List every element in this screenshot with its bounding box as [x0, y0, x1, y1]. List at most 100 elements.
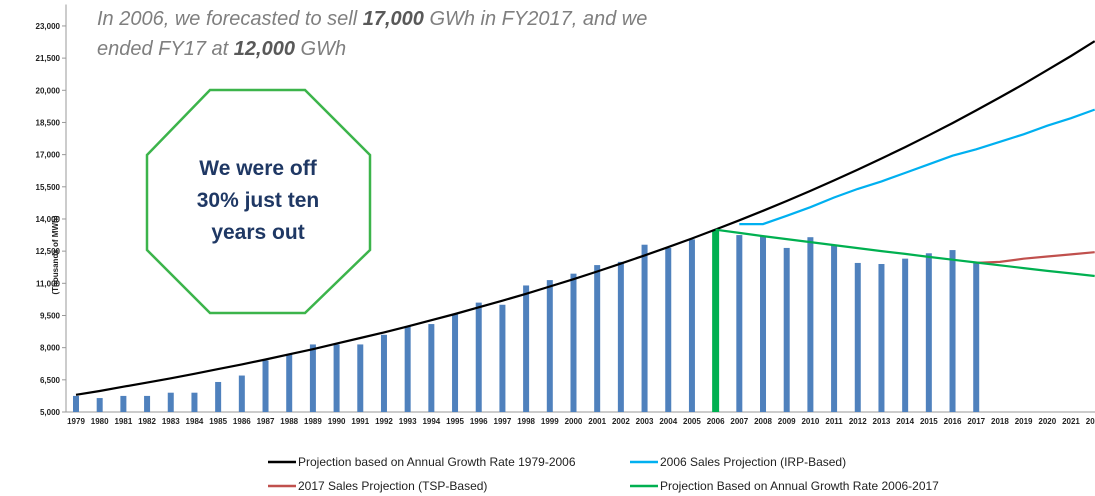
bar: [783, 247, 790, 412]
x-tick-label: 2005: [683, 417, 701, 426]
x-tick-label: 1987: [257, 417, 275, 426]
bar: [688, 239, 695, 412]
bar: [523, 285, 530, 412]
x-tick-label: 2010: [801, 417, 819, 426]
bar: [380, 334, 387, 412]
line-series: [75, 40, 1095, 396]
x-tick-label: 2018: [991, 417, 1009, 426]
x-tick-label: 1993: [399, 417, 417, 426]
x-tick-label: 1997: [494, 417, 512, 426]
x-tick-label: 1984: [186, 417, 204, 426]
x-tick-label: 1996: [470, 417, 488, 426]
y-tick-label: 14,000: [36, 215, 61, 224]
legend-label: 2017 Sales Projection (TSP-Based): [298, 479, 487, 493]
bar: [760, 236, 767, 412]
bar: [238, 375, 245, 412]
bar: [167, 392, 174, 412]
x-tick-label: 2008: [754, 417, 772, 426]
callout-text: years out: [211, 221, 304, 244]
y-tick-label: 8,000: [40, 344, 61, 353]
x-tick-label: 2017: [967, 417, 985, 426]
bar: [404, 326, 411, 412]
bar: [120, 395, 127, 412]
x-tick-label: 1979: [67, 417, 85, 426]
bar: [973, 262, 980, 412]
annotation-part: 12,000: [234, 38, 295, 60]
annotation-part: In 2006, we forecasted to sell: [97, 8, 363, 30]
x-tick-label: 1994: [422, 417, 440, 426]
x-tick-label: 1986: [233, 417, 251, 426]
x-tick-label: 2006: [707, 417, 725, 426]
bar: [594, 265, 601, 412]
x-tick-label: 1998: [517, 417, 535, 426]
x-tick-label: 2002: [612, 417, 630, 426]
legend-label: 2006 Sales Projection (IRP-Based): [660, 455, 846, 469]
bar: [428, 324, 435, 412]
bar: [831, 244, 838, 412]
x-tick-label: 2001: [588, 417, 606, 426]
bar: [807, 237, 814, 412]
callout-text: We were off: [199, 157, 317, 180]
line-series: [739, 108, 1095, 226]
bar: [333, 344, 340, 412]
bar: [925, 253, 932, 412]
x-tick-label: 1989: [304, 417, 322, 426]
x-tick-label: 2021: [1062, 417, 1080, 426]
bar: [286, 354, 293, 412]
bar: [546, 280, 553, 412]
y-tick-label: 21,500: [36, 54, 61, 63]
legend-label: Projection Based on Annual Growth Rate 2…: [660, 479, 939, 493]
x-tick-label: 1992: [375, 417, 393, 426]
x-tick-label: 1985: [209, 417, 227, 426]
x-tick-label: 1980: [91, 417, 109, 426]
y-tick-label: 9,500: [40, 311, 61, 320]
x-tick-label: 1988: [280, 417, 298, 426]
bar: [712, 229, 720, 412]
bar: [309, 344, 316, 412]
x-tick-label: 1991: [351, 417, 369, 426]
bar: [191, 392, 198, 412]
y-tick-label: 15,500: [36, 183, 61, 192]
x-tick-label: 2003: [636, 417, 654, 426]
bar: [475, 302, 482, 412]
x-tick-label: 1982: [138, 417, 156, 426]
bar: [570, 273, 577, 412]
annotation: ended FY17 at 12,000 GWh: [97, 38, 346, 60]
x-tick-label: 2011: [825, 417, 843, 426]
annotation-part: GWh in FY2017, and we: [424, 8, 647, 30]
annotation-part: ended FY17 at: [97, 38, 234, 60]
y-tick-label: 17,000: [36, 151, 61, 160]
bar: [949, 250, 956, 412]
x-tick-label: 2016: [944, 417, 962, 426]
annotation: In 2006, we forecasted to sell 17,000 GW…: [97, 8, 647, 30]
x-tick-label: 2007: [730, 417, 748, 426]
y-tick-label: 6,500: [40, 376, 61, 385]
x-tick-label: 2004: [659, 417, 677, 426]
y-tick-label: 5,000: [40, 408, 61, 417]
bar: [452, 314, 459, 412]
x-tick-label: 2012: [849, 417, 867, 426]
bar: [215, 381, 222, 412]
x-tick-label: 2014: [896, 417, 914, 426]
line-series: [976, 251, 1095, 264]
bar: [499, 304, 506, 412]
x-tick-label: 2019: [1015, 417, 1033, 426]
bar: [641, 244, 648, 412]
bar: [144, 395, 151, 412]
x-tick-label: 2013: [873, 417, 891, 426]
annotation-part: 17,000: [363, 8, 424, 30]
y-tick-label: 23,000: [36, 22, 61, 31]
x-tick-label: 2015: [920, 417, 938, 426]
callout-text: 30% just ten: [197, 189, 320, 212]
bar: [73, 395, 79, 412]
x-tick-label: 2000: [565, 417, 583, 426]
x-tick-label: 1983: [162, 417, 180, 426]
x-tick-label: 1995: [446, 417, 464, 426]
x-tick-label: 1981: [114, 417, 132, 426]
bar: [902, 258, 909, 412]
annotation-part: GWh: [295, 38, 346, 60]
y-tick-label: 18,500: [36, 118, 61, 127]
bar: [665, 247, 672, 412]
x-tick-label: 1999: [541, 417, 559, 426]
